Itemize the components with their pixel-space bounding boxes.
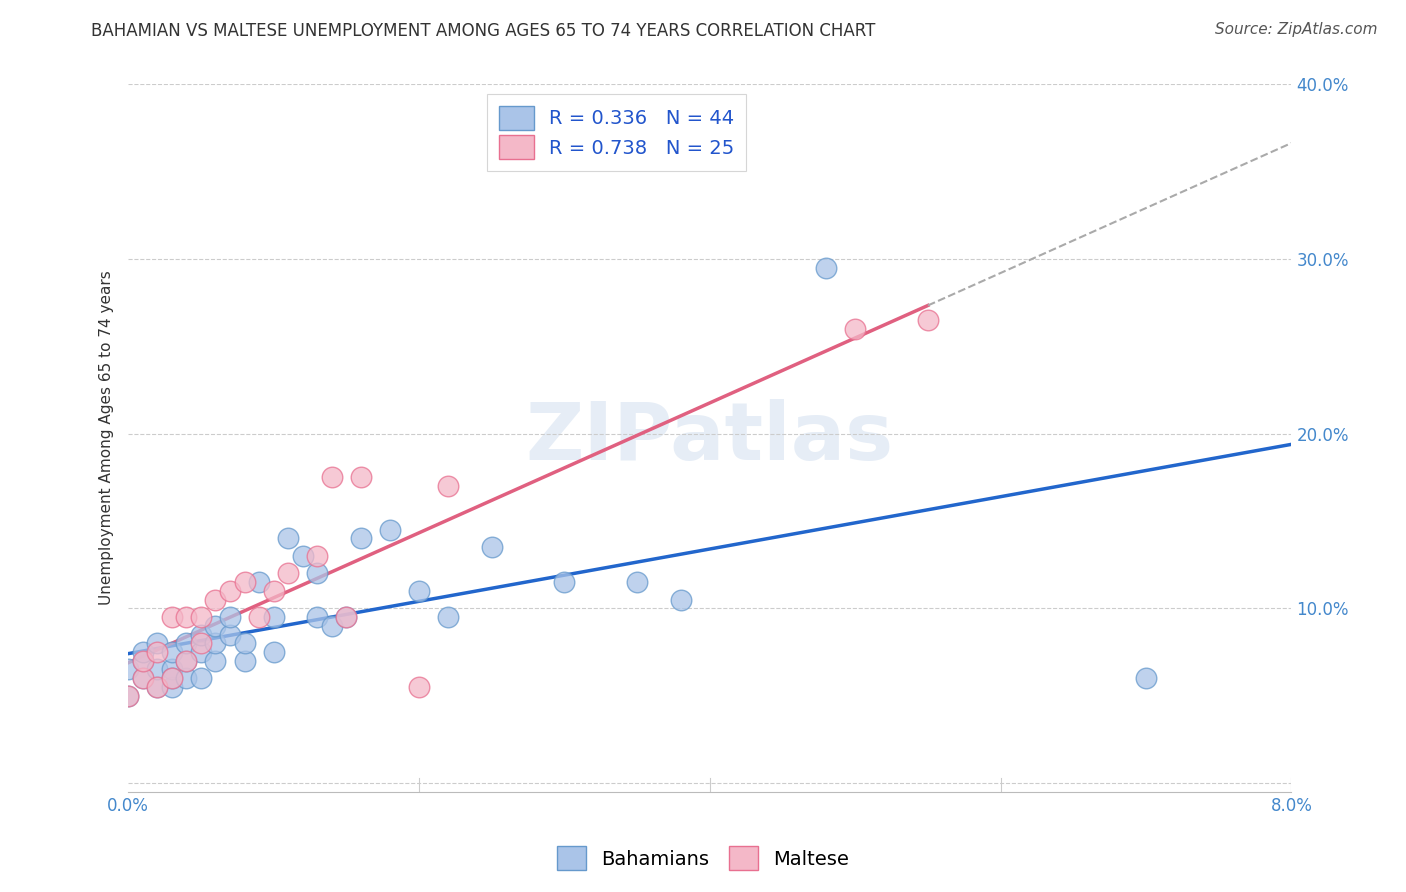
Point xyxy=(307,566,329,581)
Point xyxy=(247,575,270,590)
Point xyxy=(408,583,430,598)
Point xyxy=(350,532,373,546)
Point xyxy=(190,636,212,650)
Point xyxy=(247,610,270,624)
Point xyxy=(117,663,139,677)
Point xyxy=(146,636,169,650)
Point xyxy=(437,479,460,493)
Point xyxy=(219,627,242,641)
Point xyxy=(176,610,198,624)
Point xyxy=(233,575,256,590)
Point xyxy=(626,575,648,590)
Legend: Bahamians, Maltese: Bahamians, Maltese xyxy=(548,838,858,878)
Point xyxy=(176,654,198,668)
Point xyxy=(190,627,212,641)
Point xyxy=(277,566,299,581)
Point xyxy=(160,663,183,677)
Point xyxy=(321,619,343,633)
Y-axis label: Unemployment Among Ages 65 to 74 years: Unemployment Among Ages 65 to 74 years xyxy=(100,270,114,606)
Point xyxy=(669,592,692,607)
Point xyxy=(146,680,169,694)
Point xyxy=(219,610,242,624)
Point xyxy=(160,610,183,624)
Point xyxy=(917,313,939,327)
Point xyxy=(233,654,256,668)
Point xyxy=(291,549,314,563)
Point xyxy=(160,680,183,694)
Point xyxy=(204,619,226,633)
Point xyxy=(204,636,226,650)
Point xyxy=(204,592,226,607)
Point xyxy=(815,260,838,275)
Point xyxy=(190,610,212,624)
Point xyxy=(176,671,198,685)
Point xyxy=(263,583,285,598)
Point xyxy=(1135,671,1157,685)
Point xyxy=(117,689,139,703)
Point xyxy=(132,654,155,668)
Point xyxy=(176,636,198,650)
Point xyxy=(160,645,183,659)
Point xyxy=(146,663,169,677)
Point xyxy=(553,575,575,590)
Point xyxy=(176,654,198,668)
Text: Source: ZipAtlas.com: Source: ZipAtlas.com xyxy=(1215,22,1378,37)
Point xyxy=(146,645,169,659)
Point xyxy=(117,689,139,703)
Text: ZIPatlas: ZIPatlas xyxy=(526,399,894,477)
Point xyxy=(378,523,401,537)
Text: BAHAMIAN VS MALTESE UNEMPLOYMENT AMONG AGES 65 TO 74 YEARS CORRELATION CHART: BAHAMIAN VS MALTESE UNEMPLOYMENT AMONG A… xyxy=(91,22,876,40)
Point xyxy=(146,680,169,694)
Point xyxy=(132,654,155,668)
Point xyxy=(160,671,183,685)
Point xyxy=(263,610,285,624)
Point xyxy=(408,680,430,694)
Point xyxy=(132,645,155,659)
Point xyxy=(219,583,242,598)
Point xyxy=(321,470,343,484)
Point xyxy=(335,610,357,624)
Point xyxy=(307,549,329,563)
Point xyxy=(160,671,183,685)
Legend: R = 0.336   N = 44, R = 0.738   N = 25: R = 0.336 N = 44, R = 0.738 N = 25 xyxy=(488,95,747,170)
Point xyxy=(233,636,256,650)
Point xyxy=(277,532,299,546)
Point xyxy=(481,540,503,554)
Point xyxy=(190,671,212,685)
Point xyxy=(204,654,226,668)
Point xyxy=(190,645,212,659)
Point xyxy=(132,671,155,685)
Point xyxy=(307,610,329,624)
Point xyxy=(844,322,866,336)
Point xyxy=(132,671,155,685)
Point xyxy=(263,645,285,659)
Point xyxy=(350,470,373,484)
Point xyxy=(437,610,460,624)
Point xyxy=(335,610,357,624)
